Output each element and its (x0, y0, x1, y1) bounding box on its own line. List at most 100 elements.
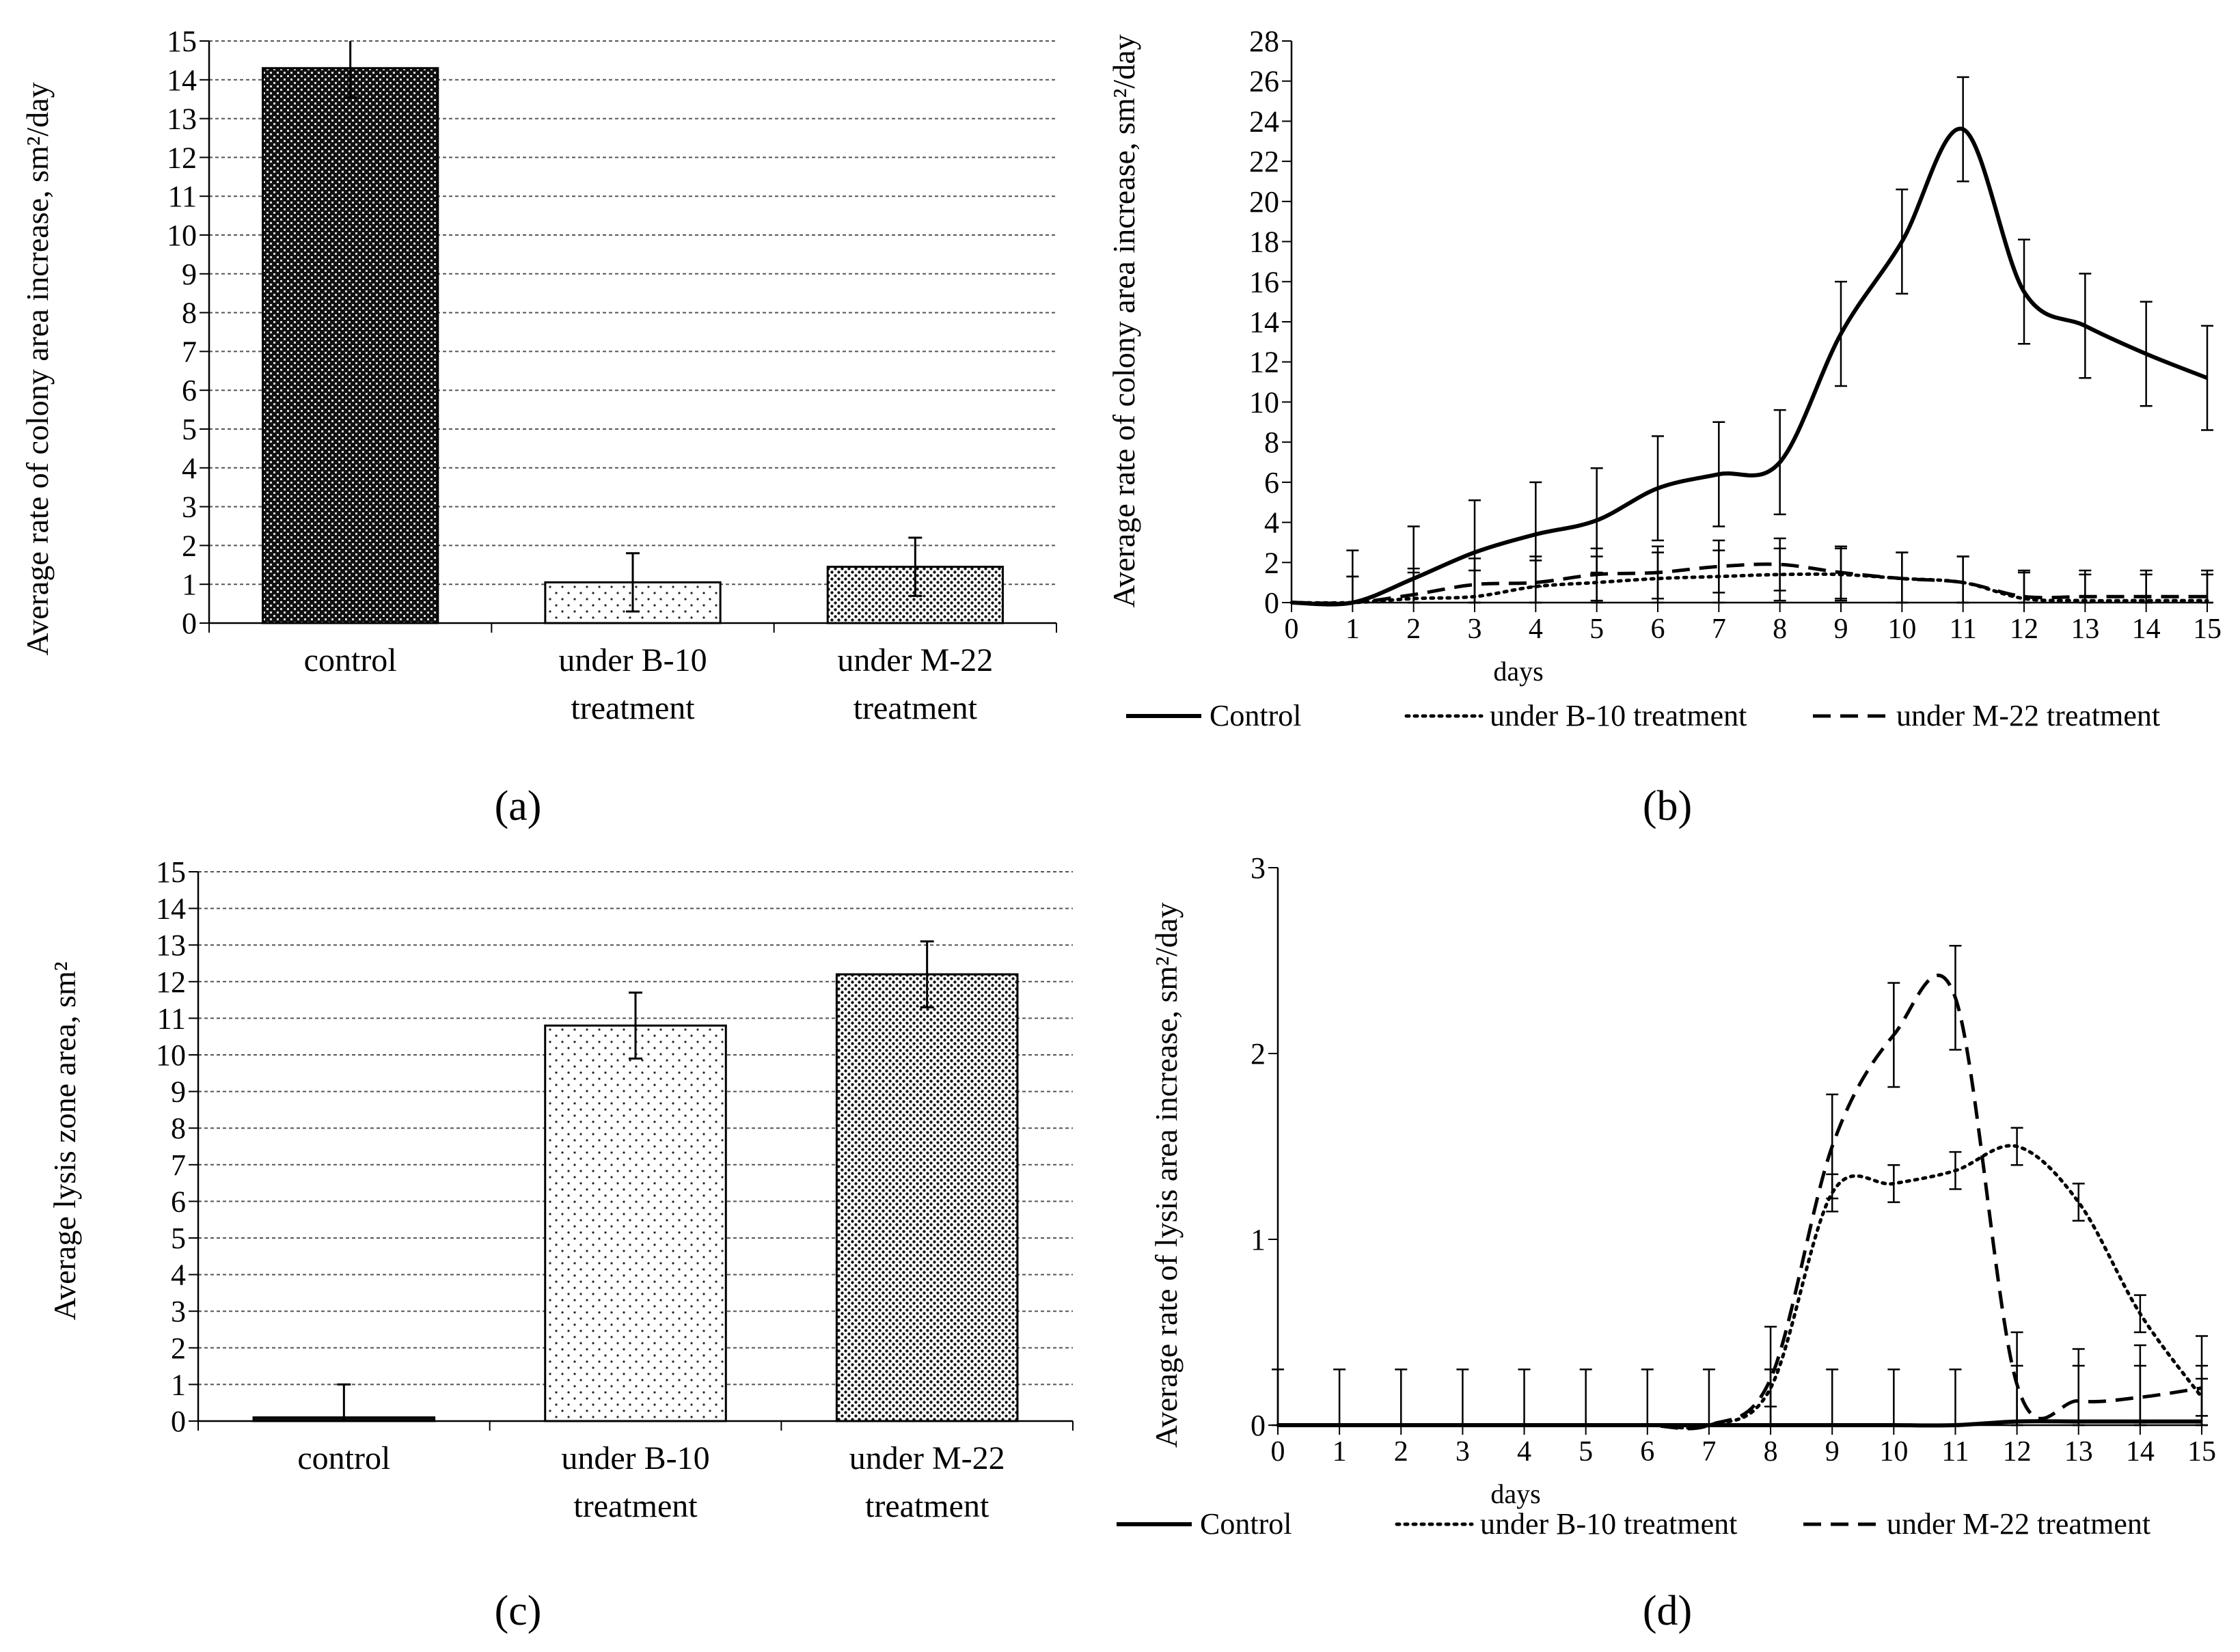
panel-c-axes (189, 871, 1074, 1431)
y-tick-label: 10 (1249, 385, 1279, 419)
y-tick-label: 1 (182, 568, 197, 601)
y-tick-label: 9 (182, 258, 197, 291)
y-tick-label: 6 (182, 374, 197, 407)
y-tick-label: 9 (171, 1075, 186, 1109)
bar (835, 973, 1019, 1422)
x-tick-label: 5 (1579, 1436, 1593, 1468)
y-tick-label: 15 (167, 25, 197, 58)
panel-d-legend: Control under B-10 treatment under M-22 tr… (1117, 1507, 2150, 1541)
x-tick-label: 15 (2193, 614, 2222, 645)
y-tick-label: 7 (182, 335, 197, 368)
y-tick-label: 3 (1251, 851, 1266, 885)
y-tick-label: 22 (1249, 145, 1279, 178)
panel-a-label: (a) (495, 783, 542, 829)
x-tick-label: 13 (2064, 1436, 2093, 1468)
series-line-solid (1291, 126, 2209, 607)
panel-d-series-lines (1276, 974, 2204, 1431)
legend-label: under B-10 treatment (1480, 1507, 1737, 1541)
x-tick-label: 10 (1887, 614, 1916, 645)
x-tick-label: 13 (2071, 614, 2099, 645)
y-tick-label: 7 (171, 1148, 186, 1182)
y-tick-label: 3 (171, 1295, 186, 1328)
y-tick-label: 1 (171, 1368, 186, 1401)
category-label: control (304, 642, 397, 678)
panel-c-category-labels: control under B-10 treatment under M-22 trea… (297, 1440, 1005, 1524)
y-tick-label: 12 (156, 965, 186, 999)
category-label: treatment (853, 690, 978, 726)
category-label: under M-22 (849, 1440, 1005, 1476)
panel-d-x-tick-labels: 0 1 2 3 4 5 6 7 8 9 10 11 12 13 14 15 (1271, 1436, 2217, 1468)
category-label: under B-10 (561, 1440, 709, 1476)
y-tick-label: 1 (1251, 1223, 1266, 1256)
x-tick-label: 8 (1764, 1436, 1778, 1468)
x-tick-label: 6 (1640, 1436, 1654, 1468)
y-tick-label: 0 (171, 1405, 186, 1438)
y-tick-label: 16 (1249, 265, 1279, 299)
panel-d-y-axis-label: Average rate of lysis area increase, sm²… (1149, 903, 1184, 1448)
x-tick-label: 9 (1834, 614, 1848, 645)
x-tick-label: 7 (1702, 1436, 1716, 1468)
y-tick-label: 8 (1264, 426, 1279, 459)
y-tick-label: 5 (182, 413, 197, 446)
legend-label: Control (1200, 1507, 1292, 1541)
y-tick-label: 0 (1251, 1409, 1266, 1442)
y-tick-label: 10 (156, 1038, 186, 1072)
y-tick-label: 2 (1264, 546, 1279, 579)
series-line-dashed (1278, 974, 2202, 1431)
panel-a-axes (200, 40, 1057, 633)
y-tick-label: 13 (156, 928, 186, 962)
y-tick-label: 3 (182, 491, 197, 524)
y-tick-label: 11 (157, 1002, 186, 1035)
y-tick-label: 28 (1249, 25, 1279, 58)
y-tick-label: 12 (1249, 346, 1279, 379)
category-label: treatment (865, 1488, 989, 1524)
x-tick-label: 6 (1651, 614, 1665, 645)
panel-b-x-tick-labels: 0 1 2 3 4 5 6 7 8 9 10 11 12 13 14 15 (1285, 614, 2222, 645)
panel-a-category-labels: control under B-10 treatment under M-22 trea… (304, 642, 994, 726)
category-label: treatment (573, 1488, 698, 1524)
x-tick-label: 10 (1879, 1436, 1908, 1468)
x-tick-label: 4 (1517, 1436, 1531, 1468)
category-label: under B-10 (558, 642, 707, 678)
panel-b-axes (1282, 40, 2208, 612)
y-tick-label: 5 (171, 1222, 186, 1255)
y-tick-label: 12 (167, 141, 197, 174)
x-tick-label: 2 (1406, 614, 1421, 645)
y-tick-label: 14 (1249, 305, 1279, 339)
x-tick-label: 7 (1712, 614, 1726, 645)
panel-b-legend: Control under B-10 treatment under M-22 tr… (1126, 699, 2160, 732)
x-tick-label: 0 (1285, 614, 1299, 645)
y-tick-label: 8 (171, 1112, 186, 1145)
category-label: under M-22 (837, 642, 993, 678)
panel-b-label: (b) (1643, 783, 1692, 829)
x-tick-label: 3 (1456, 1436, 1470, 1468)
series-line-dotted (1276, 1144, 2204, 1430)
y-tick-label: 2 (182, 529, 197, 562)
y-tick-label: 13 (167, 102, 197, 136)
y-tick-label: 20 (1249, 185, 1279, 219)
panel-b-x-axis-label: days (1493, 656, 1543, 687)
x-tick-label: 5 (1589, 614, 1604, 645)
x-tick-label: 1 (1346, 614, 1360, 645)
panel-d-axes (1268, 867, 2202, 1435)
panel-a-error-bars (343, 41, 923, 613)
x-tick-label: 14 (2126, 1436, 2155, 1468)
y-tick-label: 15 (156, 855, 186, 889)
panel-b-series-lines (1289, 126, 2209, 607)
bar (262, 67, 439, 624)
legend-label: Control (1210, 699, 1301, 732)
panel-b-error-bars (1346, 76, 2213, 604)
panel-a-y-axis-label: Average rate of colony area increase, sm… (20, 82, 55, 655)
x-tick-label: 2 (1394, 1436, 1408, 1468)
bar (544, 1024, 727, 1422)
y-tick-label: 0 (1264, 586, 1279, 620)
legend-label: under B-10 treatment (1490, 699, 1747, 732)
category-label: treatment (571, 690, 695, 726)
y-tick-label: 6 (171, 1185, 186, 1218)
panel-c-label: (c) (495, 1588, 542, 1634)
panel-d-label: (d) (1643, 1588, 1692, 1634)
